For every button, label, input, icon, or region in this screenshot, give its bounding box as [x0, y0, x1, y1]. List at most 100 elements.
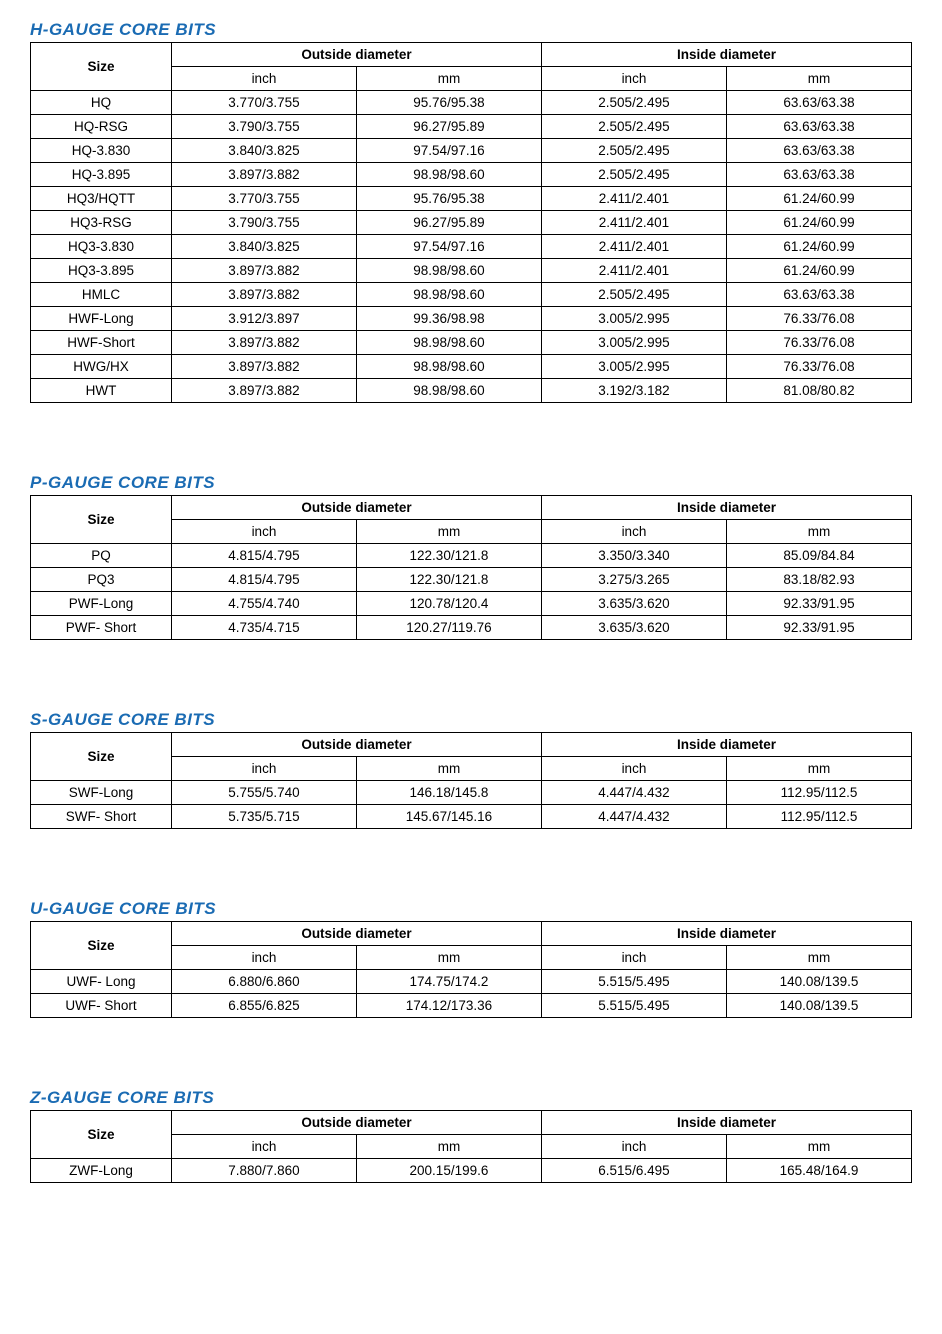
cell-value: 4.735/4.715 [171, 616, 356, 640]
section-title: P-GAUGE CORE BITS [30, 473, 912, 493]
cell-value: 98.98/98.60 [356, 331, 541, 355]
table-row: SWF-Long5.755/5.740146.18/145.84.447/4.4… [31, 781, 912, 805]
cell-value: 6.855/6.825 [171, 994, 356, 1018]
cell-value: 5.515/5.495 [541, 994, 726, 1018]
cell-value: 165.48/164.9 [726, 1159, 911, 1183]
cell-value: 6.880/6.860 [171, 970, 356, 994]
cell-value: 3.770/3.755 [171, 187, 356, 211]
cell-size: HQ3-3.895 [31, 259, 172, 283]
cell-size: ZWF-Long [31, 1159, 172, 1183]
col-subheader-inch: inch [171, 1135, 356, 1159]
cell-value: 4.447/4.432 [541, 805, 726, 829]
table-row: UWF- Short6.855/6.825174.12/173.365.515/… [31, 994, 912, 1018]
cell-value: 3.897/3.882 [171, 331, 356, 355]
table-row: HWF-Long3.912/3.89799.36/98.983.005/2.99… [31, 307, 912, 331]
col-header-outside: Outside diameter [171, 733, 541, 757]
cell-value: 61.24/60.99 [726, 259, 911, 283]
cell-value: 4.815/4.795 [171, 544, 356, 568]
cell-value: 3.005/2.995 [541, 331, 726, 355]
table-row: HMLC3.897/3.88298.98/98.602.505/2.49563.… [31, 283, 912, 307]
cell-value: 3.897/3.882 [171, 259, 356, 283]
cell-value: 2.411/2.401 [541, 187, 726, 211]
col-subheader-mm: mm [356, 67, 541, 91]
section-gap [30, 403, 912, 443]
cell-value: 5.755/5.740 [171, 781, 356, 805]
col-subheader-inch: inch [171, 946, 356, 970]
cell-value: 76.33/76.08 [726, 307, 911, 331]
col-header-inside: Inside diameter [541, 496, 911, 520]
cell-value: 61.24/60.99 [726, 187, 911, 211]
cell-value: 96.27/95.89 [356, 115, 541, 139]
table-row: SWF- Short5.735/5.715145.67/145.164.447/… [31, 805, 912, 829]
cell-value: 2.411/2.401 [541, 211, 726, 235]
col-header-outside: Outside diameter [171, 496, 541, 520]
cell-value: 63.63/63.38 [726, 139, 911, 163]
col-subheader-inch: inch [171, 67, 356, 91]
cell-value: 97.54/97.16 [356, 235, 541, 259]
cell-value: 61.24/60.99 [726, 235, 911, 259]
cell-value: 63.63/63.38 [726, 283, 911, 307]
cell-size: HQ3-RSG [31, 211, 172, 235]
cell-size: PWF- Short [31, 616, 172, 640]
col-subheader-mm: mm [726, 757, 911, 781]
col-subheader-mm: mm [726, 1135, 911, 1159]
cell-value: 3.897/3.882 [171, 283, 356, 307]
cell-value: 2.505/2.495 [541, 163, 726, 187]
cell-size: UWF- Long [31, 970, 172, 994]
cell-value: 4.447/4.432 [541, 781, 726, 805]
col-header-size: Size [31, 922, 172, 970]
cell-value: 95.76/95.38 [356, 91, 541, 115]
cell-value: 3.790/3.755 [171, 115, 356, 139]
cell-value: 3.635/3.620 [541, 616, 726, 640]
cell-size: SWF-Long [31, 781, 172, 805]
cell-value: 81.08/80.82 [726, 379, 911, 403]
cell-value: 85.09/84.84 [726, 544, 911, 568]
col-header-size: Size [31, 1111, 172, 1159]
cell-value: 3.770/3.755 [171, 91, 356, 115]
table-row: HWT3.897/3.88298.98/98.603.192/3.18281.0… [31, 379, 912, 403]
table-row: HWG/HX3.897/3.88298.98/98.603.005/2.9957… [31, 355, 912, 379]
col-header-size: Size [31, 733, 172, 781]
cell-size: SWF- Short [31, 805, 172, 829]
cell-size: HWG/HX [31, 355, 172, 379]
cell-value: 2.505/2.495 [541, 91, 726, 115]
col-header-inside: Inside diameter [541, 43, 911, 67]
section-title: H-GAUGE CORE BITS [30, 20, 912, 40]
cell-value: 92.33/91.95 [726, 616, 911, 640]
cell-value: 122.30/121.8 [356, 568, 541, 592]
cell-size: PQ [31, 544, 172, 568]
cell-value: 96.27/95.89 [356, 211, 541, 235]
col-header-size: Size [31, 496, 172, 544]
cell-value: 3.897/3.882 [171, 163, 356, 187]
spec-table: SizeOutside diameterInside diameterinchm… [30, 42, 912, 403]
cell-value: 3.635/3.620 [541, 592, 726, 616]
cell-size: HWF-Long [31, 307, 172, 331]
cell-value: 146.18/145.8 [356, 781, 541, 805]
table-row: HQ3-3.8303.840/3.82597.54/97.162.411/2.4… [31, 235, 912, 259]
spec-table: SizeOutside diameterInside diameterinchm… [30, 732, 912, 829]
cell-value: 2.505/2.495 [541, 283, 726, 307]
section-gap [30, 829, 912, 869]
page-content: H-GAUGE CORE BITSSizeOutside diameterIns… [30, 20, 912, 1183]
cell-value: 2.411/2.401 [541, 259, 726, 283]
cell-value: 7.880/7.860 [171, 1159, 356, 1183]
cell-value: 200.15/199.6 [356, 1159, 541, 1183]
col-header-size: Size [31, 43, 172, 91]
cell-value: 63.63/63.38 [726, 163, 911, 187]
table-row: HQ-3.8303.840/3.82597.54/97.162.505/2.49… [31, 139, 912, 163]
cell-value: 3.790/3.755 [171, 211, 356, 235]
cell-value: 120.78/120.4 [356, 592, 541, 616]
cell-size: PQ3 [31, 568, 172, 592]
table-row: PWF- Short4.735/4.715120.27/119.763.635/… [31, 616, 912, 640]
cell-value: 3.897/3.882 [171, 379, 356, 403]
cell-value: 3.350/3.340 [541, 544, 726, 568]
col-header-inside: Inside diameter [541, 922, 911, 946]
cell-value: 3.005/2.995 [541, 307, 726, 331]
col-subheader-mm: mm [356, 946, 541, 970]
col-subheader-mm: mm [726, 520, 911, 544]
col-subheader-inch: inch [541, 520, 726, 544]
col-header-inside: Inside diameter [541, 1111, 911, 1135]
col-subheader-inch: inch [541, 67, 726, 91]
table-row: HQ3/HQTT3.770/3.75595.76/95.382.411/2.40… [31, 187, 912, 211]
col-subheader-inch: inch [541, 1135, 726, 1159]
